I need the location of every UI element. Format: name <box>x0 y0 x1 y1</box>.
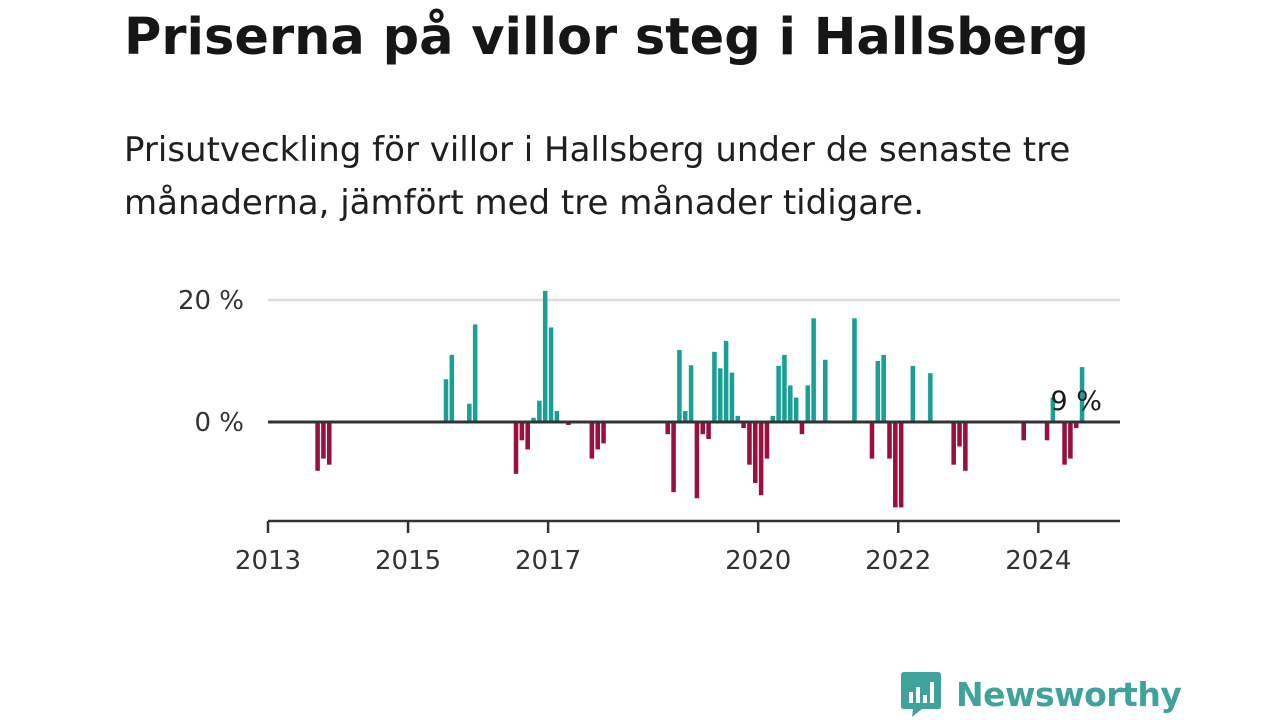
bar <box>869 422 875 459</box>
bar <box>1050 397 1056 422</box>
bar <box>928 373 933 422</box>
bar <box>957 422 962 447</box>
bar <box>537 400 542 422</box>
brand-name: Newsworthy <box>956 674 1182 714</box>
bar <box>747 422 752 465</box>
bar <box>326 422 332 465</box>
x-tick-label: 2017 <box>515 546 581 576</box>
bar <box>677 350 682 422</box>
bar <box>531 417 536 422</box>
latest-value-label: 9 % <box>1051 386 1102 417</box>
bar <box>717 368 723 422</box>
newsworthy-logo: Newsworthy <box>900 668 1182 720</box>
bar <box>788 385 793 422</box>
bar <box>782 354 787 422</box>
bar <box>682 411 688 422</box>
bar <box>770 415 776 422</box>
bar <box>566 422 571 426</box>
bar <box>1044 422 1050 441</box>
bar <box>519 422 525 441</box>
bar <box>852 318 857 422</box>
chart-subtitle: Prisutveckling för villor i Hallsberg un… <box>124 130 1071 223</box>
bar <box>776 365 781 422</box>
bar <box>805 385 811 422</box>
bar <box>315 422 320 471</box>
chart-bubble-icon <box>901 672 941 717</box>
bar <box>513 422 519 474</box>
bar <box>875 361 881 422</box>
bar <box>823 359 828 422</box>
y-tick-label: 20 % <box>178 286 244 316</box>
bar <box>951 422 956 465</box>
bar <box>700 422 706 435</box>
bar <box>472 324 478 422</box>
bar <box>554 411 560 422</box>
bar <box>758 422 764 496</box>
bar <box>467 403 472 422</box>
bar <box>881 354 886 422</box>
y-tick-label: 0 % <box>194 408 244 438</box>
bar <box>601 422 606 444</box>
bar <box>752 422 758 483</box>
bar <box>712 351 717 422</box>
x-tick-label: 2022 <box>865 546 931 576</box>
bar <box>694 422 700 499</box>
bar <box>793 397 799 422</box>
x-tick-label: 2024 <box>1005 546 1071 576</box>
bar <box>811 318 816 422</box>
bar <box>1021 422 1026 441</box>
bar <box>893 422 898 508</box>
bar <box>589 422 595 459</box>
bar <box>525 422 530 450</box>
bar <box>735 415 741 422</box>
bar <box>542 290 548 422</box>
bar <box>321 422 326 459</box>
bar <box>595 422 600 450</box>
bar <box>764 422 770 459</box>
bar <box>449 354 455 422</box>
bar <box>887 422 892 459</box>
bar <box>963 422 968 471</box>
bar <box>898 422 904 508</box>
bar <box>799 422 805 435</box>
bar <box>688 365 694 422</box>
bar-chart: 20 % 0 % 2013 2015 2017 2020 2022 2024 9 % <box>178 286 1120 576</box>
bar <box>1068 422 1073 459</box>
bar <box>1073 422 1079 429</box>
bar <box>706 422 711 440</box>
bar <box>665 422 671 435</box>
x-tick-label: 2020 <box>725 546 791 576</box>
bar <box>671 422 676 493</box>
page-title: Priserna på villor steg i Hallsberg <box>124 8 1089 67</box>
bar <box>741 422 746 429</box>
x-tick-label: 2013 <box>235 546 301 576</box>
bar <box>723 340 729 422</box>
bar <box>548 327 554 422</box>
x-tick-label: 2015 <box>375 546 441 576</box>
bar <box>910 365 916 422</box>
bar <box>443 379 449 422</box>
bar <box>729 372 735 422</box>
bar <box>1062 422 1067 465</box>
bar <box>1079 367 1085 422</box>
